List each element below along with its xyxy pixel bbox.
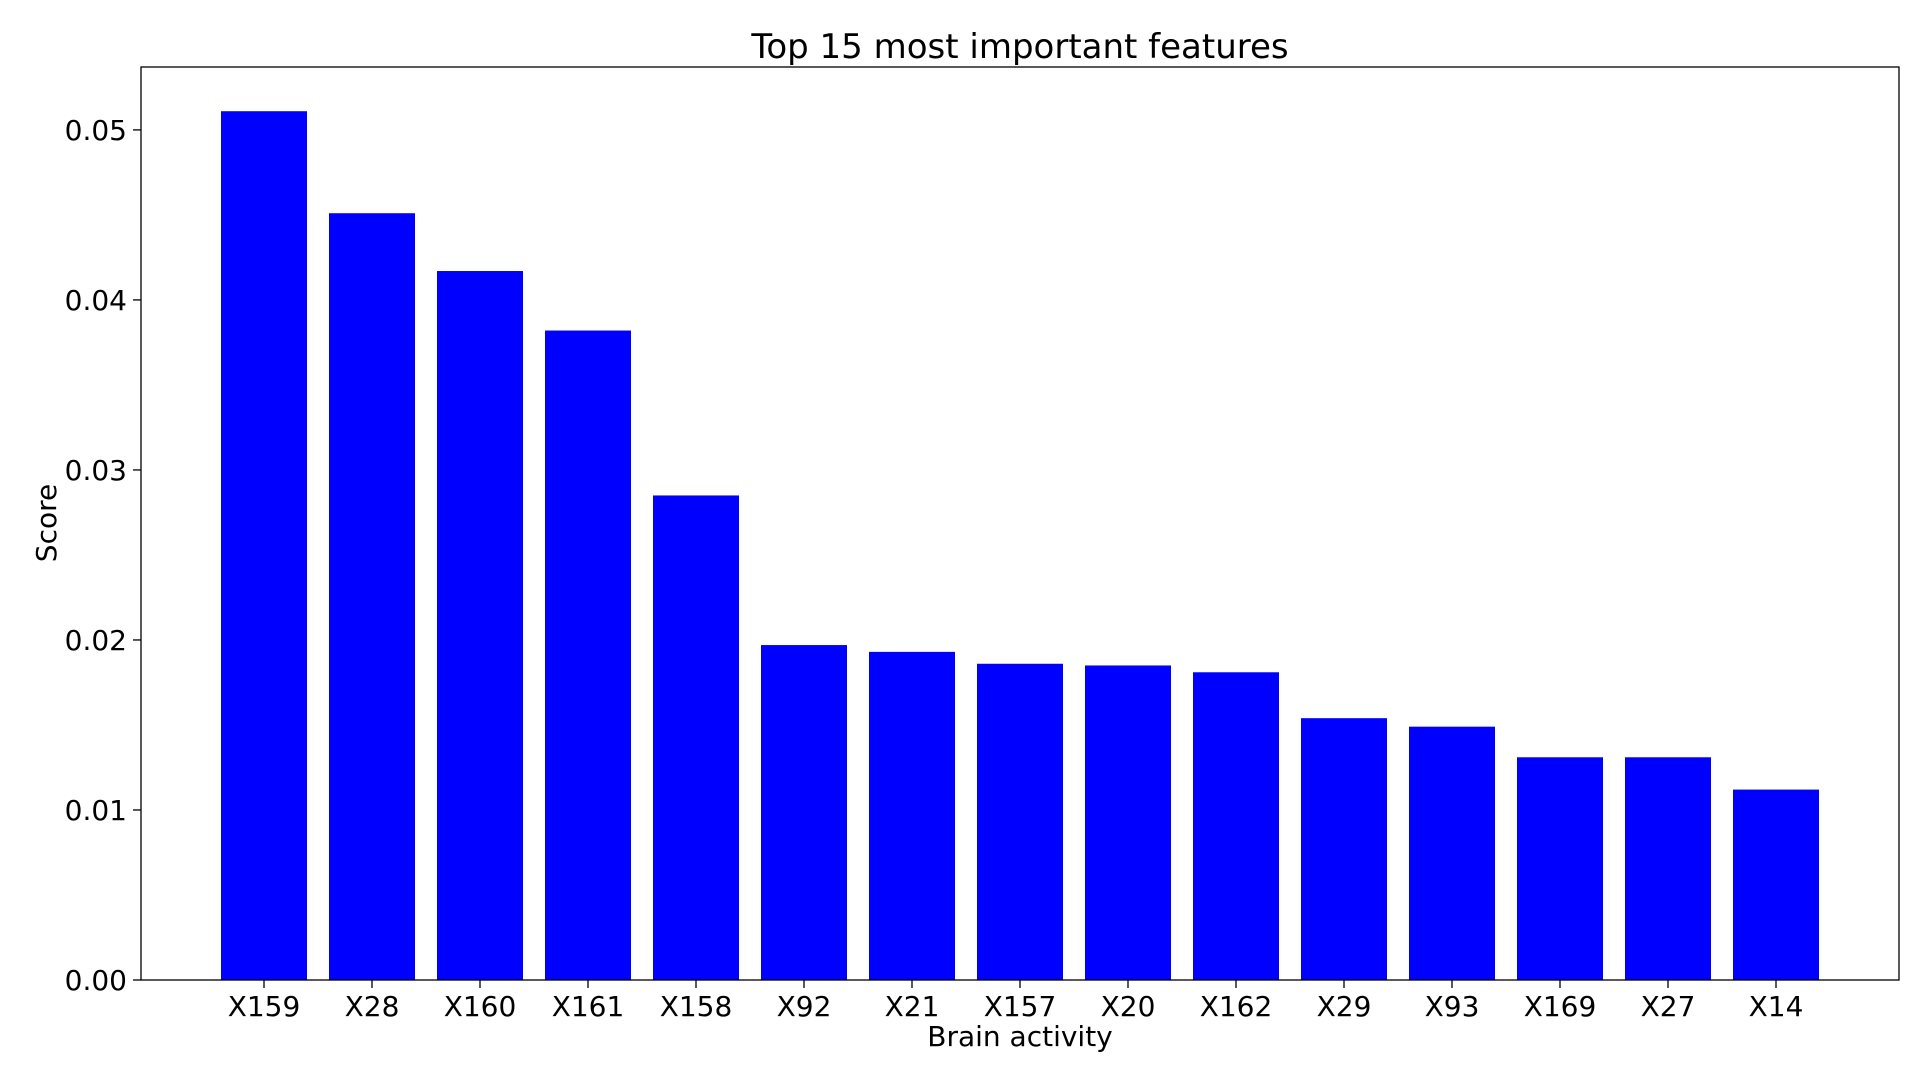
x-tick-label: X20 bbox=[1101, 990, 1156, 1023]
bar-x162 bbox=[1193, 672, 1279, 980]
plot-frame bbox=[140, 66, 1900, 981]
chart-title: Top 15 most important features bbox=[750, 27, 1288, 67]
x-tick-label: X159 bbox=[228, 990, 301, 1023]
bar-x20 bbox=[1085, 665, 1171, 980]
bar-x28 bbox=[329, 213, 415, 981]
bars-layer bbox=[221, 111, 1819, 981]
x-tick-label: X158 bbox=[660, 990, 733, 1023]
bar-x92 bbox=[761, 645, 847, 980]
bar-x93 bbox=[1409, 726, 1495, 980]
x-tick-label: X27 bbox=[1641, 990, 1696, 1023]
bar-x159 bbox=[221, 111, 307, 981]
y-axis: 0.00 0.01 0.02 0.03 0.04 0.05 bbox=[65, 114, 141, 997]
y-tick-label: 0.01 bbox=[65, 794, 127, 827]
x-tick-label: X169 bbox=[1524, 990, 1597, 1023]
x-tick-label: X21 bbox=[885, 990, 940, 1023]
x-axis-label: Brain activity bbox=[927, 1020, 1113, 1053]
bar-x157 bbox=[977, 663, 1063, 980]
x-tick-label: X29 bbox=[1317, 990, 1372, 1023]
x-tick-label: X28 bbox=[345, 990, 400, 1023]
y-tick-label: 0.00 bbox=[65, 964, 127, 997]
x-tick-label: X93 bbox=[1425, 990, 1480, 1023]
x-tick-label: X14 bbox=[1749, 990, 1804, 1023]
x-tick-label: X161 bbox=[552, 990, 625, 1023]
x-tick-label: X162 bbox=[1200, 990, 1273, 1023]
bar-x169 bbox=[1517, 757, 1603, 980]
x-tick-label: X160 bbox=[444, 990, 517, 1023]
x-tick-label: X157 bbox=[984, 990, 1057, 1023]
y-tick-label: 0.04 bbox=[65, 284, 127, 317]
x-tick-label: X92 bbox=[777, 990, 832, 1023]
bar-x161 bbox=[545, 330, 631, 980]
bar-x158 bbox=[653, 495, 739, 980]
bar-x160 bbox=[437, 271, 523, 980]
y-tick-label: 0.02 bbox=[65, 624, 127, 657]
bar-x27 bbox=[1625, 757, 1711, 980]
y-tick-label: 0.05 bbox=[65, 114, 127, 147]
x-axis: X159 X28 X160 X161 X158 X92 X21 X157 X20 X162 X29 X… bbox=[228, 980, 1804, 1023]
y-tick-label: 0.03 bbox=[65, 454, 127, 487]
bar-x21 bbox=[869, 651, 955, 980]
y-axis-label: Score bbox=[30, 484, 63, 562]
bar-x14 bbox=[1733, 789, 1819, 980]
bar-x29 bbox=[1301, 718, 1387, 980]
